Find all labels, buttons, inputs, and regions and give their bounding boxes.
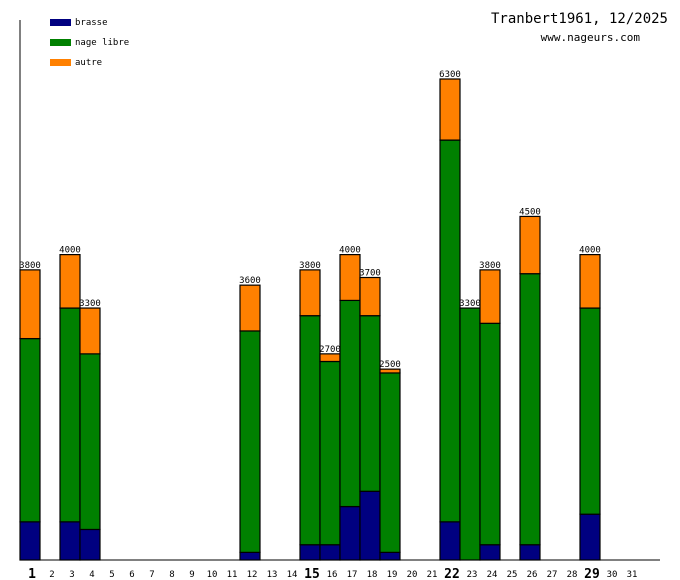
data-label-day-29: 4000 (579, 246, 601, 256)
x-tick-31: 31 (627, 570, 638, 580)
bar-segment-autre-day-12 (239, 284, 261, 332)
bar-segment-brasse-day-22 (439, 521, 461, 561)
bar-segment-autre-day-22 (439, 78, 461, 141)
x-tick-4: 4 (89, 570, 94, 580)
x-tick-3: 3 (69, 570, 74, 580)
x-tick-2: 2 (49, 570, 54, 580)
x-tick-24: 24 (487, 570, 498, 580)
data-label-day-1: 3800 (19, 261, 41, 271)
x-tick-27: 27 (547, 570, 558, 580)
bar-segment-brasse-day-4 (79, 528, 101, 561)
bar-segment-nage-libre-day-4 (79, 353, 101, 531)
legend-label: autre (75, 58, 102, 68)
bar-segment-nage-libre-day-24 (479, 322, 501, 546)
x-tick-28: 28 (567, 570, 578, 580)
legend-swatch-brasse (50, 19, 71, 26)
data-label-day-4: 3300 (79, 299, 101, 309)
bar-segment-brasse-day-29 (579, 513, 601, 561)
x-tick-26: 26 (527, 570, 538, 580)
x-tick-14: 14 (287, 570, 298, 580)
bar-segment-brasse-day-24 (479, 544, 501, 561)
bar-segment-nage-libre-day-26 (519, 273, 541, 546)
x-tick-23: 23 (467, 570, 478, 580)
bar-segment-brasse-day-3 (59, 521, 81, 561)
bar-segment-autre-day-17 (339, 254, 361, 302)
bar-segment-brasse-day-12 (239, 551, 261, 561)
bar-segment-autre-day-26 (519, 215, 541, 275)
bar-segment-brasse-day-26 (519, 544, 541, 561)
x-tick-6: 6 (129, 570, 134, 580)
data-label-day-19: 2500 (379, 360, 401, 370)
bar-segment-brasse-day-15 (299, 544, 321, 561)
x-tick-10: 10 (207, 570, 218, 580)
bar-segment-autre-day-3 (59, 254, 81, 309)
data-label-day-3: 4000 (59, 246, 81, 256)
legend-swatch-nage-libre (50, 39, 71, 46)
data-label-day-15: 3800 (299, 261, 321, 271)
bar-segment-nage-libre-day-1 (19, 337, 41, 523)
x-tick-19: 19 (387, 570, 398, 580)
legend-label: brasse (75, 18, 108, 28)
bar-segment-nage-libre-day-23 (459, 307, 481, 561)
bar-segment-nage-libre-day-19 (379, 372, 401, 553)
bar-segment-autre-day-15 (299, 269, 321, 317)
bar-segment-nage-libre-day-29 (579, 307, 601, 515)
bar-segment-nage-libre-day-12 (239, 330, 261, 553)
legend-swatch-autre (50, 59, 71, 66)
bar-segment-autre-day-18 (359, 276, 381, 317)
bar-segment-nage-libre-day-3 (59, 307, 81, 523)
x-tick-20: 20 (407, 570, 418, 580)
bar-segment-autre-day-19 (379, 368, 401, 374)
bar-segment-brasse-day-19 (379, 551, 401, 561)
data-label-day-22: 6300 (439, 70, 461, 80)
data-label-day-26: 4500 (519, 207, 541, 217)
bar-segment-autre-day-1 (19, 269, 41, 340)
x-tick-12: 12 (247, 570, 258, 580)
x-tick-21: 21 (427, 570, 438, 580)
x-tick-11: 11 (227, 570, 238, 580)
bar-segment-brasse-day-1 (19, 521, 41, 561)
bar-segment-nage-libre-day-16 (319, 360, 341, 546)
x-tick-13: 13 (267, 570, 278, 580)
bar-segment-autre-day-29 (579, 254, 601, 309)
bar-segment-brasse-day-16 (319, 544, 341, 561)
bar-segment-nage-libre-day-18 (359, 315, 381, 492)
data-label-day-23: 3300 (459, 299, 481, 309)
x-tick-8: 8 (169, 570, 174, 580)
x-tick-29: 29 (584, 567, 600, 580)
bar-segment-autre-day-16 (319, 353, 341, 363)
x-tick-9: 9 (189, 570, 194, 580)
data-label-day-12: 3600 (239, 276, 261, 286)
bar-segment-brasse-day-17 (339, 505, 361, 561)
x-tick-17: 17 (347, 570, 358, 580)
data-label-day-18: 3700 (359, 269, 381, 279)
x-tick-22: 22 (444, 567, 460, 580)
x-tick-30: 30 (607, 570, 618, 580)
bar-segment-nage-libre-day-22 (439, 139, 461, 523)
bar-segment-autre-day-24 (479, 269, 501, 324)
x-tick-5: 5 (109, 570, 114, 580)
x-tick-labels: 1 2 3 4 5 6 7 8 9 10 11 12 13 14 15 16 17 18 19 20 21 22 23 24 2… (28, 567, 637, 580)
x-tick-16: 16 (327, 570, 338, 580)
chart-title: Tranbert1961, 12/2025 (491, 11, 668, 27)
x-tick-25: 25 (507, 570, 518, 580)
x-tick-7: 7 (149, 570, 154, 580)
data-label-day-17: 4000 (339, 246, 361, 256)
legend: brasse nage libre autre (50, 18, 129, 68)
bar-segment-brasse-day-18 (359, 490, 381, 561)
legend-label: nage libre (75, 38, 129, 48)
data-label-day-16: 2700 (319, 345, 341, 355)
x-tick-1: 1 (28, 567, 36, 580)
x-tick-15: 15 (304, 567, 320, 580)
bar-segment-nage-libre-day-17 (339, 299, 361, 508)
bar-segment-nage-libre-day-15 (299, 315, 321, 546)
x-tick-18: 18 (367, 570, 378, 580)
data-label-day-24: 3800 (479, 261, 501, 271)
chart-subtitle: www.nageurs.com (541, 31, 641, 44)
bar-segment-autre-day-4 (79, 307, 101, 355)
bars: 3800 4000 3300 3600 3800 2700 4000 3700 2500 6300… (19, 70, 601, 561)
